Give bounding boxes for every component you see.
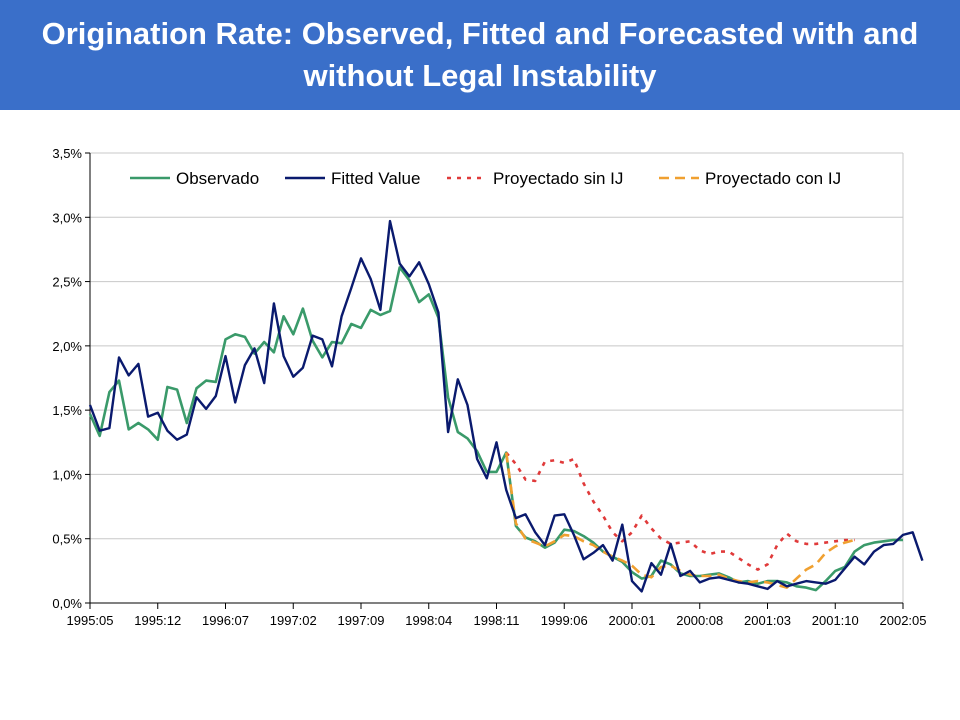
- x-tick-label: 1996:07: [202, 613, 249, 628]
- y-tick-label: 0,0%: [52, 596, 82, 611]
- y-tick-label: 0,5%: [52, 532, 82, 547]
- x-tick-label: 1995:12: [134, 613, 181, 628]
- x-tick-label: 2001:10: [812, 613, 859, 628]
- x-tick-label: 2000:08: [676, 613, 723, 628]
- x-tick-label: 1998:11: [473, 613, 519, 628]
- series-lines: [88, 219, 924, 593]
- legend-label: Proyectado con IJ: [705, 169, 841, 188]
- legend-label: Fitted Value: [331, 169, 420, 188]
- x-tick-label: 2002:05: [880, 613, 927, 628]
- y-tick-label: 2,5%: [52, 275, 82, 290]
- series-line-proyectado-con-ij: [504, 452, 855, 589]
- series-line-fitted-value: [88, 219, 924, 593]
- x-tick-label: 1997:02: [270, 613, 317, 628]
- legend: Observado Fitted Value Proyectado sin IJ Pr…: [130, 169, 841, 188]
- legend-label: Proyectado sin IJ: [493, 169, 623, 188]
- y-tick-label: 3,0%: [52, 210, 82, 225]
- y-tick-label: 2,0%: [52, 339, 82, 354]
- x-tick-label: 1997:09: [338, 613, 385, 628]
- y-tick-label: 1,5%: [52, 403, 82, 418]
- x-tick-label: 1999:06: [541, 613, 588, 628]
- plot-area: [90, 153, 903, 603]
- title-banner: Origination Rate: Observed, Fitted and F…: [0, 0, 960, 110]
- gridlines: [90, 152, 904, 603]
- line-chart: 0,0% 0,5% 1,0% 1,5% 2,0% 2,5% 3,0% 3,5% 1995:05 1…: [52, 146, 926, 628]
- y-tick-label: 3,5%: [52, 146, 82, 161]
- legend-label: Observado: [176, 169, 259, 188]
- axes: 0,0% 0,5% 1,0% 1,5% 2,0% 2,5% 3,0% 3,5% 1995:05 1…: [52, 146, 926, 628]
- y-tick-label: 1,0%: [52, 467, 82, 482]
- x-tick-label: 2001:03: [744, 613, 791, 628]
- x-tick-label: 1998:04: [405, 613, 452, 628]
- x-tick-label: 2000:01: [609, 613, 656, 628]
- page-title: Origination Rate: Observed, Fitted and F…: [41, 16, 919, 93]
- series-line-proyectado-sin-ij: [505, 451, 855, 571]
- x-tick-label: 1995:05: [67, 613, 114, 628]
